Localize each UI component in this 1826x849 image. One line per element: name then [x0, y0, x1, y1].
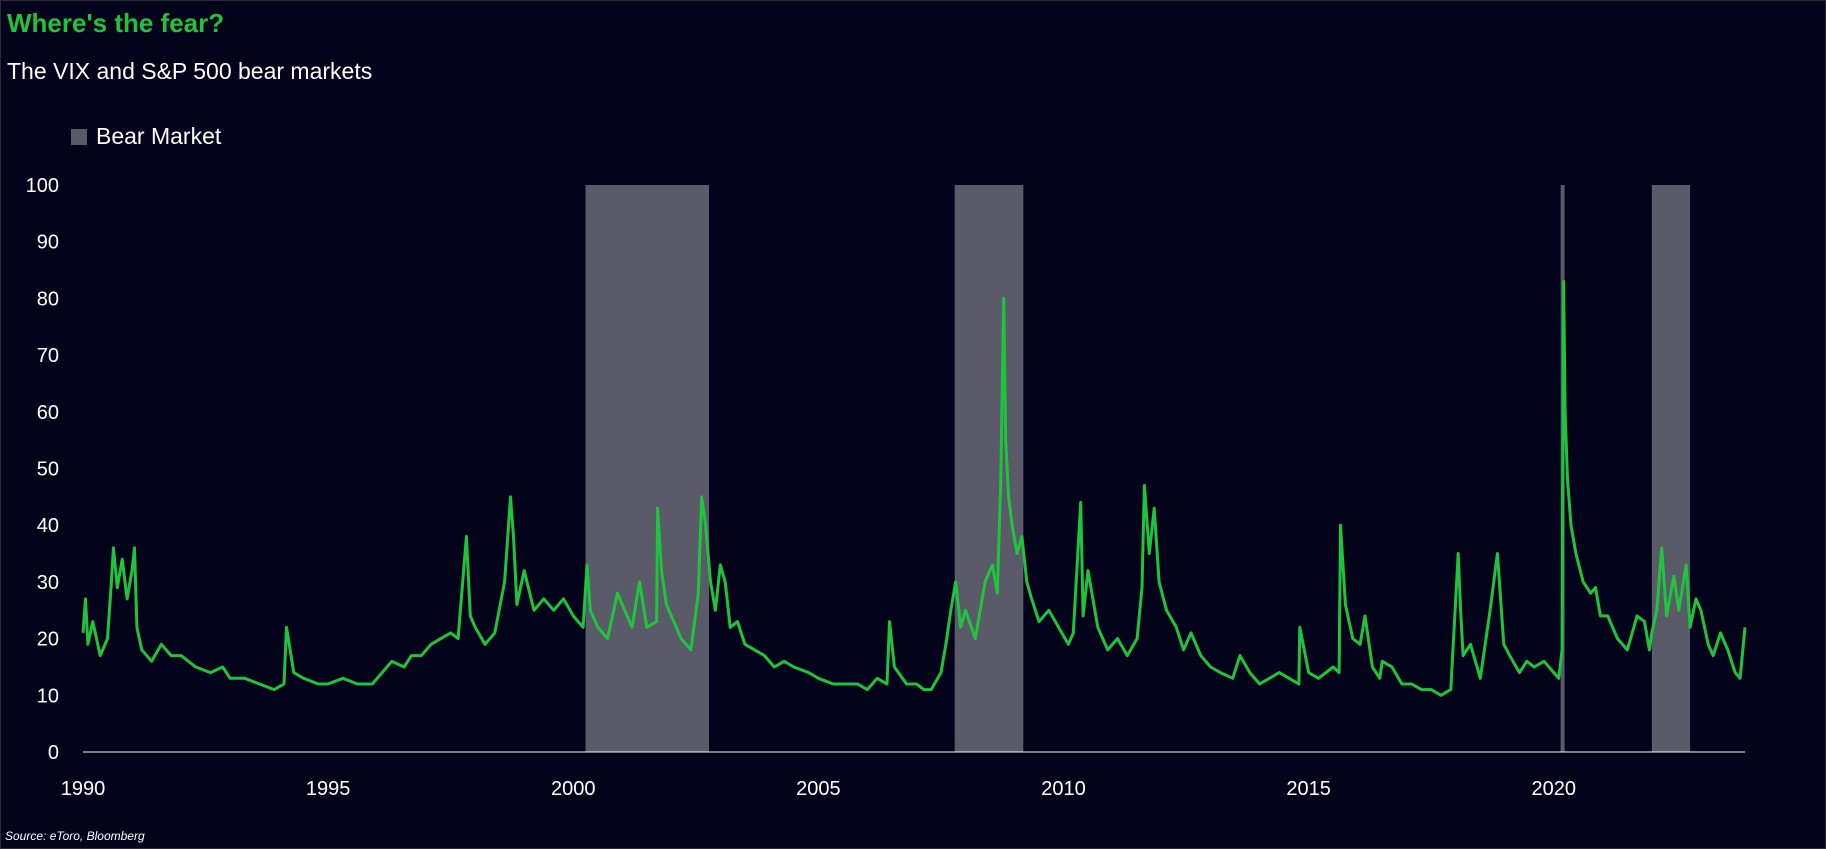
x-tick-label-2015: 2015 — [1286, 778, 1331, 800]
y-tick-label-80: 80 — [37, 288, 59, 310]
y-tick-label-10: 10 — [37, 685, 59, 707]
x-tick-label-2010: 2010 — [1041, 778, 1086, 800]
legend-label-bear-market: Bear Market — [96, 123, 222, 149]
y-tick-label-0: 0 — [48, 742, 59, 764]
x-tick-label-1990: 1990 — [61, 778, 106, 800]
x-tick-label-2020: 2020 — [1532, 778, 1577, 800]
y-tick-label-40: 40 — [37, 515, 59, 537]
chart-subtitle: The VIX and S&P 500 bear markets — [7, 58, 373, 84]
x-axis-ticks: 1990 1995 2000 2005 2010 2015 2020 — [61, 778, 1576, 800]
series-line-vix — [81, 279, 1747, 697]
y-tick-label-30: 30 — [37, 572, 59, 594]
y-tick-label-100: 100 — [26, 175, 59, 197]
x-tick-label-1995: 1995 — [306, 778, 351, 800]
bear-market-band-4 — [1651, 185, 1691, 752]
y-tick-label-50: 50 — [37, 459, 59, 481]
y-tick-label-70: 70 — [37, 345, 59, 367]
y-axis-ticks: 0 10 20 30 40 50 60 70 80 90 100 — [26, 175, 59, 764]
bear-market-band-1 — [585, 185, 710, 752]
legend-swatch-bear-market — [71, 128, 87, 145]
bear-market-band-2 — [954, 185, 1024, 752]
x-tick-label-2005: 2005 — [796, 778, 841, 800]
y-tick-label-90: 90 — [37, 232, 59, 254]
source-note: Source: eToro, Bloomberg — [5, 829, 145, 843]
chart-title: Where's the fear? — [7, 8, 225, 38]
y-tick-label-60: 60 — [37, 402, 59, 424]
legend: Bear Market — [71, 123, 221, 150]
y-tick-label-20: 20 — [37, 629, 59, 651]
x-tick-label-2000: 2000 — [551, 778, 596, 800]
